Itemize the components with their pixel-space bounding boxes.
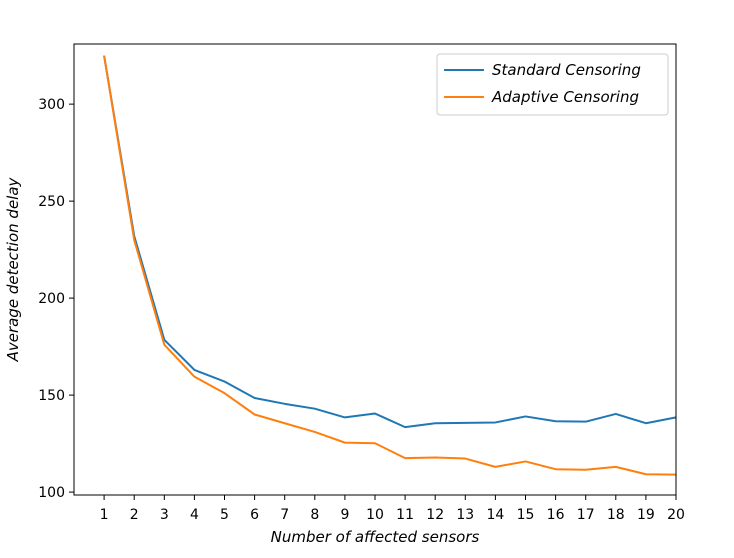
x-tick-label: 12 — [426, 507, 444, 523]
x-tick-label: 13 — [456, 507, 474, 523]
x-tick-label: 19 — [637, 507, 655, 523]
x-axis-ticks: 1 2 3 4 5 6 7 8 9 10 11 12 13 14 15 16 17 18 19 20 — [100, 495, 685, 523]
plot-frame — [73, 43, 677, 496]
y-tick-label: 250 — [38, 194, 65, 210]
plot-lines — [103, 55, 677, 476]
y-axis-label: Average detection delay — [4, 176, 22, 362]
series-line-adaptive-censoring — [103, 55, 677, 476]
x-tick-label: 3 — [160, 507, 169, 523]
x-tick-label: 4 — [190, 507, 199, 523]
x-tick-label: 1 — [100, 507, 109, 523]
x-tick-label: 11 — [396, 507, 414, 523]
x-tick-label: 14 — [486, 507, 504, 523]
y-tick-label: 200 — [38, 291, 65, 307]
series-line-standard-censoring — [103, 55, 677, 429]
x-tick-label: 16 — [547, 507, 565, 523]
x-tick-label: 17 — [577, 507, 595, 523]
x-tick-label: 5 — [220, 507, 229, 523]
x-tick-label: 20 — [667, 507, 685, 523]
x-axis-label: Number of affected sensors — [271, 528, 480, 546]
x-tick-label: 10 — [366, 507, 384, 523]
y-axis-ticks: 100 150 200 250 300 — [38, 97, 74, 501]
legend-box — [436, 53, 669, 116]
y-tick-label: 150 — [38, 388, 65, 404]
legend-label-standard-censoring: Standard Censoring — [492, 61, 641, 79]
x-tick-label: 9 — [340, 507, 349, 523]
x-tick-label: 6 — [250, 507, 259, 523]
legend: Standard Censoring Adaptive Censoring — [436, 53, 669, 116]
y-tick-label: 100 — [38, 485, 65, 501]
x-tick-label: 15 — [517, 507, 535, 523]
x-tick-label: 7 — [280, 507, 289, 523]
legend-label-adaptive-censoring: Adaptive Censoring — [491, 88, 639, 106]
y-tick-label: 300 — [38, 97, 65, 113]
x-tick-label: 2 — [130, 507, 139, 523]
x-tick-label: 18 — [607, 507, 625, 523]
x-tick-label: 8 — [310, 507, 319, 523]
